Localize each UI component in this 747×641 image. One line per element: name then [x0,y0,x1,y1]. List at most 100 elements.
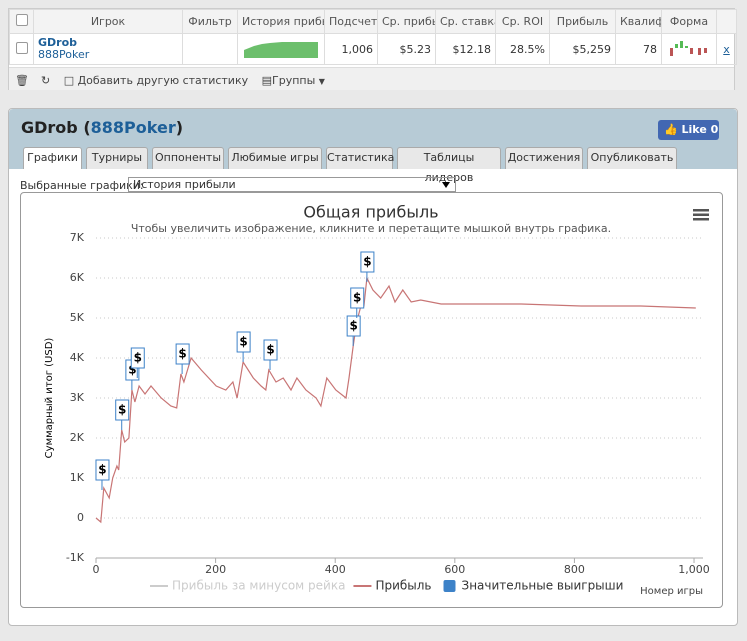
flag-label: $ [98,463,106,477]
profit-line [95,275,696,524]
groups[interactable]: ▤Группы ▼ [261,74,325,87]
header [716,9,737,34]
header[interactable]: Ср. ставка [435,9,496,34]
big-win-flag [130,347,145,369]
paren: ( [83,118,91,137]
chart-select[interactable]: История прибыли [128,177,456,192]
tab[interactable]: Таблицы лидеров [397,147,501,184]
cell: 28.5% [495,33,550,65]
like-count: 0 [710,123,719,136]
x-axis-title: Номер игры [640,586,703,597]
refresh-icon[interactable]: ↻ [40,74,51,87]
flag-label: $ [178,347,186,361]
y-tick-label: 2K [70,431,85,444]
y-axis-title: Суммарный итог (USD) [44,338,55,459]
player-panel: GDrob (888Poker) 👍 Like 0 Графики Турниры… [8,108,738,626]
flag-label: $ [363,255,371,269]
chart-box: Общая прибыль Чтобы увеличить изображени… [20,192,723,608]
big-win-flag [115,399,130,421]
select-all[interactable] [9,9,34,34]
header[interactable]: Подсчет [324,9,378,34]
player-name: GDrob [21,118,78,137]
panel-header: GDrob (888Poker) 👍 Like 0 Графики Турниры… [9,109,737,184]
menu-icon[interactable] [693,209,709,221]
cell: $5.23 [377,33,436,65]
filter-cell [182,33,238,65]
y-tick-label: 3K [70,391,85,404]
legend-label[interactable]: Значительные выигрыши [462,579,624,593]
tab[interactable]: Турниры [86,147,148,169]
y-tick-label: 7K [70,231,85,244]
big-win-flag [350,287,365,309]
tab[interactable]: Статистика [326,147,394,169]
header[interactable]: Ср. ROI [495,9,550,34]
y-tick-label: 1K [70,471,85,484]
flag-label: $ [353,291,361,305]
header[interactable]: Ср. прибы [377,9,436,34]
paren: ) [175,118,184,137]
legend-label[interactable]: Прибыль [375,579,431,593]
flag-label: $ [239,335,247,349]
header[interactable]: Квалиф [615,9,662,34]
x-tick-label: 0 [93,563,100,576]
like-button[interactable]: 👍 Like 0 [658,120,719,140]
legend-label[interactable]: Прибыль за минусом рейка [172,579,345,593]
x-tick-label: 400 [325,563,346,576]
stats-table-box: Игрок Фильтр История прибы Подсчет Ср. прибы… [8,8,737,90]
add-stat[interactable]: □ Добавить другую статистику [63,74,249,87]
player-link[interactable]: GDrob [38,36,78,49]
legend-item[interactable]: Прибыль [353,579,432,593]
tab[interactable]: Достижения [505,147,583,169]
big-win-flag [360,251,375,273]
chart: Общая прибыль Чтобы увеличить изображени… [44,203,710,598]
big-win-flag [95,459,110,481]
flag-label: $ [266,343,274,357]
select-value[interactable]: История прибыли [133,178,236,191]
chart-title: Общая прибыль [303,203,438,222]
sparkline [237,33,325,65]
tab[interactable]: Любимые игры [228,147,322,169]
flag-label: $ [134,351,142,365]
tab[interactable]: Графики [23,147,82,169]
header[interactable]: Форма [661,9,717,34]
big-win-flag [175,343,190,365]
panel-title: GDrob (888Poker) [21,118,183,137]
cell: 1,006 [324,33,378,65]
chart-subtitle: Чтобы увеличить изображение, кликните и … [131,222,611,235]
big-win-flag [236,331,251,353]
legend-symbol [443,580,456,592]
tab[interactable]: Оппоненты [152,147,224,169]
cell: 78 [615,33,662,65]
y-tick-label: 4K [70,351,85,364]
legend-item[interactable]: Прибыль за минусом рейка [150,579,345,593]
site-link[interactable]: 888Poker [38,48,90,61]
header[interactable]: История прибы [237,9,325,34]
cell: $5,259 [549,33,616,65]
trash-icon[interactable]: 🗑 [15,74,29,87]
big-win-flag [263,339,278,361]
y-tick-label: 0 [77,511,84,524]
tab[interactable]: Опубликовать [587,147,677,169]
flag-label: $ [349,319,357,333]
form-bars [661,33,717,65]
header[interactable]: Прибыль [549,9,616,34]
groups-label[interactable]: Группы [272,74,316,87]
flag-label: $ [128,363,136,377]
legend-item[interactable]: Значительные выигрыши [443,579,624,593]
toolbar: 🗑 ↻ □ Добавить другую статистику ▤Группы … [9,67,734,90]
header[interactable]: Игрок [33,9,183,34]
row-check[interactable] [9,33,34,65]
like-label[interactable]: Like [681,123,707,136]
x-tick-label: 1,000 [678,563,710,576]
x-tick-label: 200 [205,563,226,576]
y-tick-label: 6K [70,271,85,284]
y-tick-label: 5K [70,311,85,324]
big-win-flag [346,315,361,337]
flag-label: $ [118,403,126,417]
add-stat-label[interactable]: Добавить другую статистику [77,74,249,87]
header[interactable]: Фильтр [182,9,238,34]
site-link[interactable]: 888Poker [90,118,176,137]
x-tick-label: 800 [564,563,585,576]
remove-link[interactable]: x [716,33,737,65]
